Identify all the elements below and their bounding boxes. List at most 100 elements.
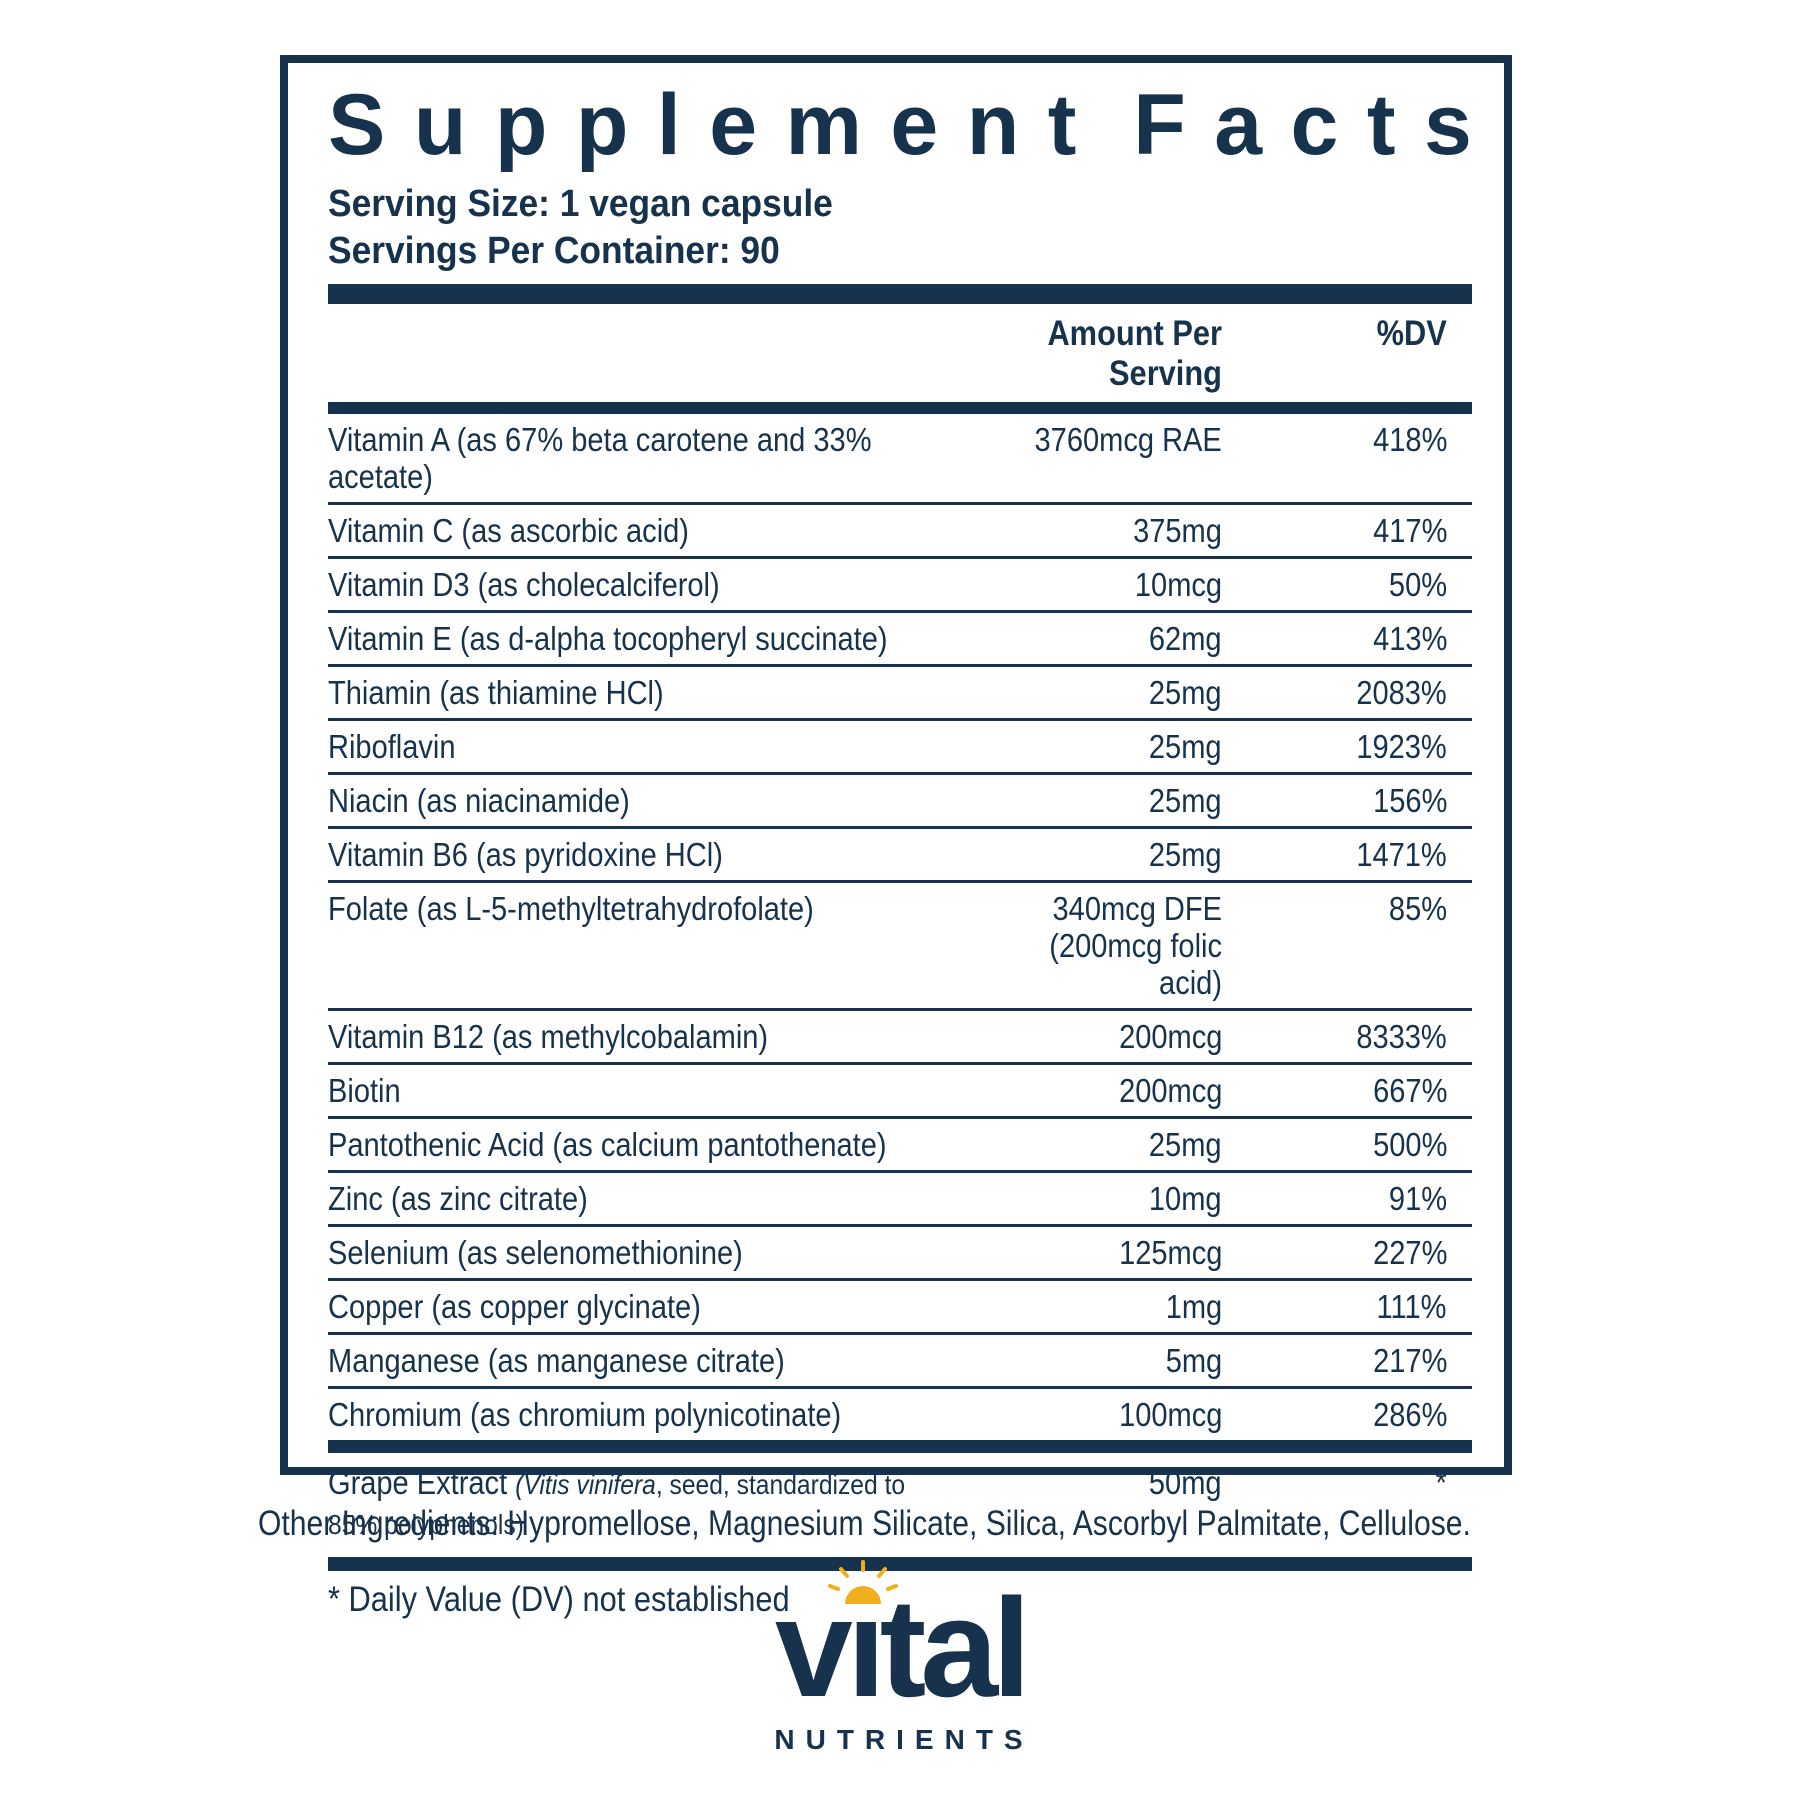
nutrient-row: Chromium (as chromium polynicotinate) 10…	[328, 1385, 1472, 1440]
nutrient-row: Folate (as L-5-methyltetrahydrofolate) 3…	[328, 879, 1472, 1008]
nutrient-name: Selenium (as selenomethionine)	[328, 1233, 743, 1271]
nutrient-dv: 111%	[1377, 1287, 1447, 1325]
nutrient-dv: 1923%	[1356, 727, 1447, 765]
nutrient-name: Vitamin A (as 67% beta carotene and 33% …	[328, 420, 872, 495]
nutrient-dv: 85%	[1388, 889, 1447, 927]
nutrient-row: Vitamin D3 (as cholecalciferol) 10mcg 50…	[328, 555, 1472, 610]
nutrient-name: Niacin (as niacinamide)	[328, 781, 630, 819]
title-letter: u	[413, 77, 467, 173]
title-letter: e	[709, 77, 758, 173]
nutrient-dv: 286%	[1372, 1395, 1447, 1433]
title-letter: t	[1047, 77, 1077, 173]
nutrient-name: Vitamin C (as ascorbic acid)	[328, 511, 689, 549]
nutrient-amount: 5mg	[1165, 1341, 1222, 1379]
nutrient-name: Zinc (as zinc citrate)	[328, 1179, 588, 1217]
serving-size-text: Serving Size: 1 vegan capsule	[328, 183, 833, 226]
nutrient-name: Folate (as L-5-methyltetrahydrofolate)	[328, 889, 814, 927]
dv-column-header: %DV	[1376, 313, 1447, 353]
nutrient-row: Selenium (as selenomethionine) 125mcg 22…	[328, 1223, 1472, 1278]
nutrient-amount: 62mg	[1149, 619, 1222, 657]
nutrient-amount: 125mcg	[1118, 1233, 1222, 1271]
title-letter: n	[966, 77, 1020, 173]
logo-tagline: NUTRIENTS	[774, 1724, 1034, 1755]
nutrient-dv: 500%	[1372, 1125, 1447, 1163]
nutrient-row: Thiamin (as thiamine HCl) 25mg 2083%	[328, 663, 1472, 718]
title-letter: c	[1290, 77, 1339, 173]
nutrient-dv: 217%	[1372, 1341, 1447, 1379]
botanical-detail-open: (	[515, 1468, 524, 1500]
botanical-dv: *	[1435, 1463, 1447, 1501]
nutrient-row: Manganese (as manganese citrate) 5mg 217…	[328, 1331, 1472, 1386]
nutrient-row: Niacin (as niacinamide) 25mg 156%	[328, 771, 1472, 826]
botanical-name-text: Grape Extract	[328, 1463, 516, 1501]
nutrient-row: Vitamin A (as 67% beta carotene and 33% …	[328, 414, 1472, 502]
nutrient-dv: 1471%	[1356, 835, 1447, 873]
botanical-amount: 50mg	[1149, 1463, 1222, 1501]
botanical-row: Grape Extract (Vitis vinifera, seed, sta…	[328, 1453, 1472, 1557]
nutrient-amount: 25mg	[1149, 673, 1222, 711]
nutrient-name: Vitamin E (as d-alpha tocopheryl succina…	[328, 619, 888, 657]
nutrient-name: Vitamin B12 (as methylcobalamin)	[328, 1017, 769, 1055]
nutrient-amount: 10mg	[1149, 1179, 1222, 1217]
title-letter: t	[1366, 77, 1396, 173]
nutrient-name: Manganese (as manganese citrate)	[328, 1341, 785, 1379]
divider-bar-bottom	[328, 1556, 1472, 1571]
nutrient-dv: 418%	[1372, 420, 1447, 458]
nutrient-amount: 25mg	[1149, 835, 1222, 873]
nutrient-amount: 3760mcg RAE	[1034, 420, 1222, 458]
nutrient-dv: 8333%	[1356, 1017, 1447, 1055]
title-letter: m	[785, 77, 862, 173]
nutrient-dv: 417%	[1372, 511, 1447, 549]
nutrient-row: Vitamin C (as ascorbic acid) 375mg 417%	[328, 501, 1472, 556]
botanical-name: Grape Extract (Vitis vinifera, seed, sta…	[328, 1464, 1002, 1544]
nutrient-name: Copper (as copper glycinate)	[328, 1287, 701, 1325]
nutrient-amount: 200mcg	[1118, 1071, 1222, 1109]
serving-info: Serving Size: 1 vegan capsule Servings P…	[328, 181, 1472, 274]
nutrient-name: Thiamin (as thiamine HCl)	[328, 673, 664, 711]
divider-bar-top	[328, 283, 1472, 304]
dv-footnote: * Daily Value (DV) not established	[328, 1579, 790, 1619]
servings-per-container-text: Servings Per Container: 90	[328, 229, 780, 272]
nutrient-row: Biotin 200mcg 667%	[328, 1061, 1472, 1116]
botanical-detail-rest: , seed, standardized to 85% polyphenols)	[328, 1468, 906, 1540]
nutrient-dv: 2083%	[1356, 673, 1447, 711]
botanical-species-italic: Vitis vinifera	[523, 1468, 656, 1500]
title-letter: s	[1423, 77, 1472, 173]
nutrient-row: Pantothenic Acid (as calcium pantothenat…	[328, 1115, 1472, 1170]
nutrient-row: Copper (as copper glycinate) 1mg 111%	[328, 1277, 1472, 1332]
title-letter: p	[575, 77, 629, 173]
nutrient-amount: 25mg	[1149, 781, 1222, 819]
servings-per-container-line: Servings Per Container: 90	[328, 228, 1472, 274]
nutrient-amount: 25mg	[1149, 727, 1222, 765]
title-letter: S	[328, 77, 386, 173]
nutrient-row: Vitamin B12 (as methylcobalamin) 200mcg …	[328, 1007, 1472, 1062]
title-letter: p	[494, 77, 548, 173]
nutrient-name: Vitamin D3 (as cholecalciferol)	[328, 565, 720, 603]
title-letter: a	[1214, 77, 1263, 173]
nutrient-row: Vitamin E (as d-alpha tocopheryl succina…	[328, 609, 1472, 664]
amount-column-header: Amount Per Serving	[1047, 313, 1222, 393]
nutrient-row: Zinc (as zinc citrate) 10mg 91%	[328, 1169, 1472, 1224]
nutrient-amount: 1mg	[1165, 1287, 1222, 1325]
title-letter: F	[1133, 77, 1186, 173]
nutrient-row: Vitamin B6 (as pyridoxine HCl) 25mg 1471…	[328, 825, 1472, 880]
divider-bar-header	[328, 401, 1472, 414]
brand-logo: vıtal NUTRIENTS	[0, 1560, 1800, 1756]
serving-size-line: Serving Size: 1 vegan capsule	[328, 181, 1472, 227]
nutrient-dv: 227%	[1372, 1233, 1447, 1271]
nutrient-name: Biotin	[328, 1071, 401, 1109]
nutrient-dv: 91%	[1388, 1179, 1447, 1217]
column-header-row: Amount Per Serving %DV	[328, 304, 1472, 402]
title-letter: l	[656, 77, 681, 173]
other-ingredients: Other Ingredients: Hypromellose, Magnesi…	[258, 1504, 1471, 1543]
nutrient-row: Riboflavin 25mg 1923%	[328, 717, 1472, 772]
logo-wordmark: vıtal	[774, 1569, 1031, 1726]
nutrient-name: Chromium (as chromium polynicotinate)	[328, 1395, 842, 1433]
nutrient-dv: 156%	[1372, 781, 1447, 819]
nutrient-amount: 340mcg DFE (200mcg folic acid)	[1049, 889, 1222, 1001]
divider-bar-minerals	[328, 1439, 1472, 1453]
nutrient-name: Vitamin B6 (as pyridoxine HCl)	[328, 835, 723, 873]
sun-icon	[828, 1560, 899, 1604]
